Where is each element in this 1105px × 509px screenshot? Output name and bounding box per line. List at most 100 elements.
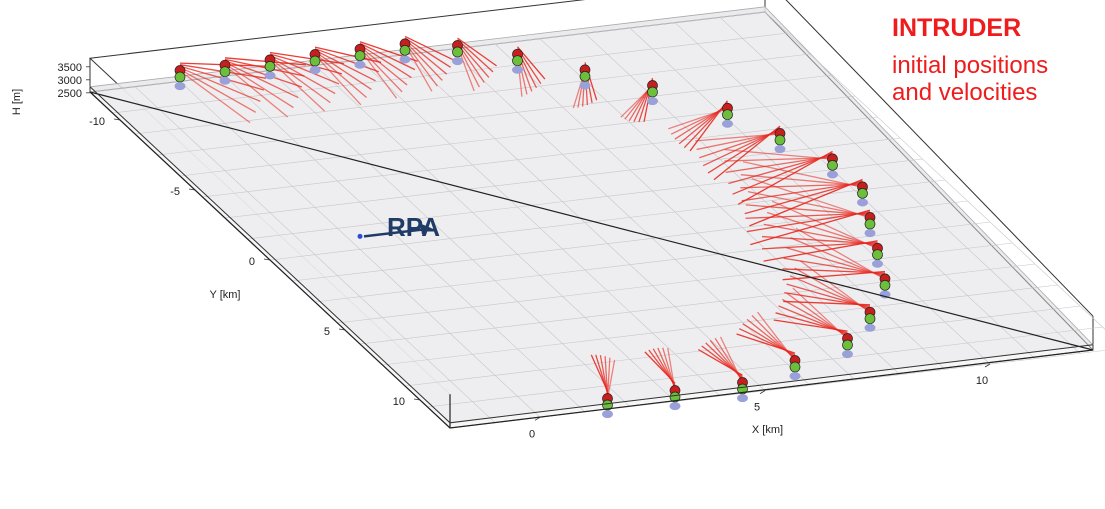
velocity-vector bbox=[790, 237, 886, 279]
intruder-marker-low bbox=[647, 97, 658, 106]
velocity-vector bbox=[457, 37, 497, 67]
velocity-vector bbox=[269, 59, 326, 112]
velocity-vector bbox=[763, 223, 878, 247]
y-tick bbox=[188, 188, 196, 191]
velocity-vector bbox=[359, 42, 416, 71]
grid-line-y bbox=[269, 179, 946, 261]
intruder-marker-mid bbox=[864, 313, 876, 325]
velocity-vector bbox=[404, 40, 443, 81]
velocity-vector bbox=[314, 46, 382, 64]
velocity-vector bbox=[224, 63, 294, 109]
intruder-marker-low bbox=[857, 198, 868, 207]
velocity-vector bbox=[457, 39, 494, 73]
velocity-vector bbox=[751, 178, 871, 219]
velocity-vector bbox=[745, 204, 871, 216]
velocity-vector bbox=[314, 52, 367, 98]
velocity-vector bbox=[762, 235, 878, 245]
velocity-vector bbox=[224, 65, 289, 118]
velocity-vector bbox=[599, 355, 609, 395]
velocity-vector bbox=[741, 181, 863, 202]
intruder-marker-low bbox=[722, 119, 733, 128]
grid-line-y bbox=[112, 32, 788, 114]
y-tick bbox=[338, 328, 346, 331]
y-tick bbox=[113, 118, 121, 121]
x-axis-label: X [km] bbox=[752, 424, 783, 436]
z-tick-label: 2500 bbox=[58, 88, 82, 100]
intruder-markers bbox=[174, 38, 891, 419]
velocity-vector bbox=[740, 174, 863, 187]
intruder-marker-low bbox=[842, 350, 853, 359]
y-tick bbox=[263, 258, 271, 261]
intruder-marker-mid bbox=[309, 55, 321, 67]
velocity-vector bbox=[604, 356, 609, 396]
y-axis-label: Y [km] bbox=[210, 289, 241, 301]
intruder-marker-low bbox=[879, 290, 891, 299]
velocity-vectors bbox=[179, 35, 886, 400]
velocity-vector bbox=[737, 150, 833, 205]
grid-line-y bbox=[382, 284, 1058, 366]
velocity-vector bbox=[792, 287, 848, 340]
intruder-marker-mid bbox=[647, 86, 658, 98]
intruder-marker-low bbox=[872, 259, 883, 268]
y-tick-label: -10 bbox=[89, 116, 105, 128]
intruder-marker-low bbox=[864, 229, 876, 238]
intruder-marker-low bbox=[452, 57, 463, 66]
velocity-vector bbox=[771, 200, 878, 250]
y-tick-label: 0 bbox=[249, 256, 255, 268]
rpa-arrow-head bbox=[420, 223, 432, 235]
z-tick-label: 3500 bbox=[58, 62, 82, 74]
intruder-marker-mid bbox=[579, 71, 591, 82]
grid-line-y bbox=[247, 158, 923, 240]
velocity-vector bbox=[744, 180, 863, 215]
velocity-vector bbox=[667, 348, 676, 392]
intruder-marker-low bbox=[174, 82, 186, 91]
intruder-marker-low bbox=[774, 145, 786, 154]
rpa-marker bbox=[357, 223, 432, 239]
intruder-marker-low bbox=[864, 323, 876, 332]
velocity-vector bbox=[404, 39, 448, 75]
grid-line-y bbox=[427, 326, 1103, 408]
intruder-marker-mid bbox=[452, 46, 463, 58]
x-tick bbox=[534, 416, 541, 421]
intruder-title: INTRUDER bbox=[892, 14, 1022, 42]
x-tick-label: 0 bbox=[529, 428, 535, 440]
rpa-point bbox=[357, 233, 363, 239]
intruder-marker-mid bbox=[774, 134, 786, 146]
y-tick-label: 10 bbox=[393, 396, 405, 408]
velocity-vector bbox=[724, 149, 833, 160]
velocity-vector bbox=[179, 67, 261, 102]
velocity-vector bbox=[749, 178, 863, 227]
intruder-marker-low bbox=[602, 410, 613, 419]
intruder-marker-mid bbox=[399, 45, 411, 56]
grid-line-y bbox=[314, 221, 991, 303]
x-tick bbox=[759, 390, 766, 395]
velocity-vector bbox=[179, 70, 251, 124]
velocity-vector bbox=[314, 54, 362, 106]
velocity-vector bbox=[269, 51, 344, 65]
grid-line-y bbox=[179, 95, 856, 177]
velocity-vector bbox=[404, 42, 438, 87]
y-tick bbox=[413, 398, 421, 401]
intruder-marker-mid bbox=[827, 160, 838, 171]
intruder-subtitle-line2: and velocities bbox=[892, 79, 1038, 106]
velocity-vector bbox=[179, 68, 257, 113]
x-tick bbox=[984, 363, 991, 368]
velocity-vector bbox=[359, 49, 398, 99]
horizontal-grid-plane bbox=[88, 6, 1105, 429]
velocity-vector bbox=[766, 211, 878, 248]
x-tick-label: 10 bbox=[976, 375, 988, 387]
intruder-marker-low bbox=[669, 402, 681, 411]
intruder-marker-low bbox=[309, 66, 321, 75]
intruder-marker-mid bbox=[842, 339, 853, 351]
grid-line-y bbox=[202, 116, 878, 198]
velocity-vector bbox=[606, 357, 611, 398]
grid-plane-front-edge bbox=[89, 86, 1094, 424]
grid-line-y bbox=[404, 305, 1081, 387]
velocity-vector bbox=[761, 241, 878, 250]
intruder-marker-mid bbox=[872, 249, 883, 261]
velocity-vector bbox=[742, 161, 863, 188]
velocity-vector bbox=[740, 183, 863, 189]
z-axis-label: H [m] bbox=[11, 89, 23, 115]
velocity-vector bbox=[457, 40, 490, 78]
